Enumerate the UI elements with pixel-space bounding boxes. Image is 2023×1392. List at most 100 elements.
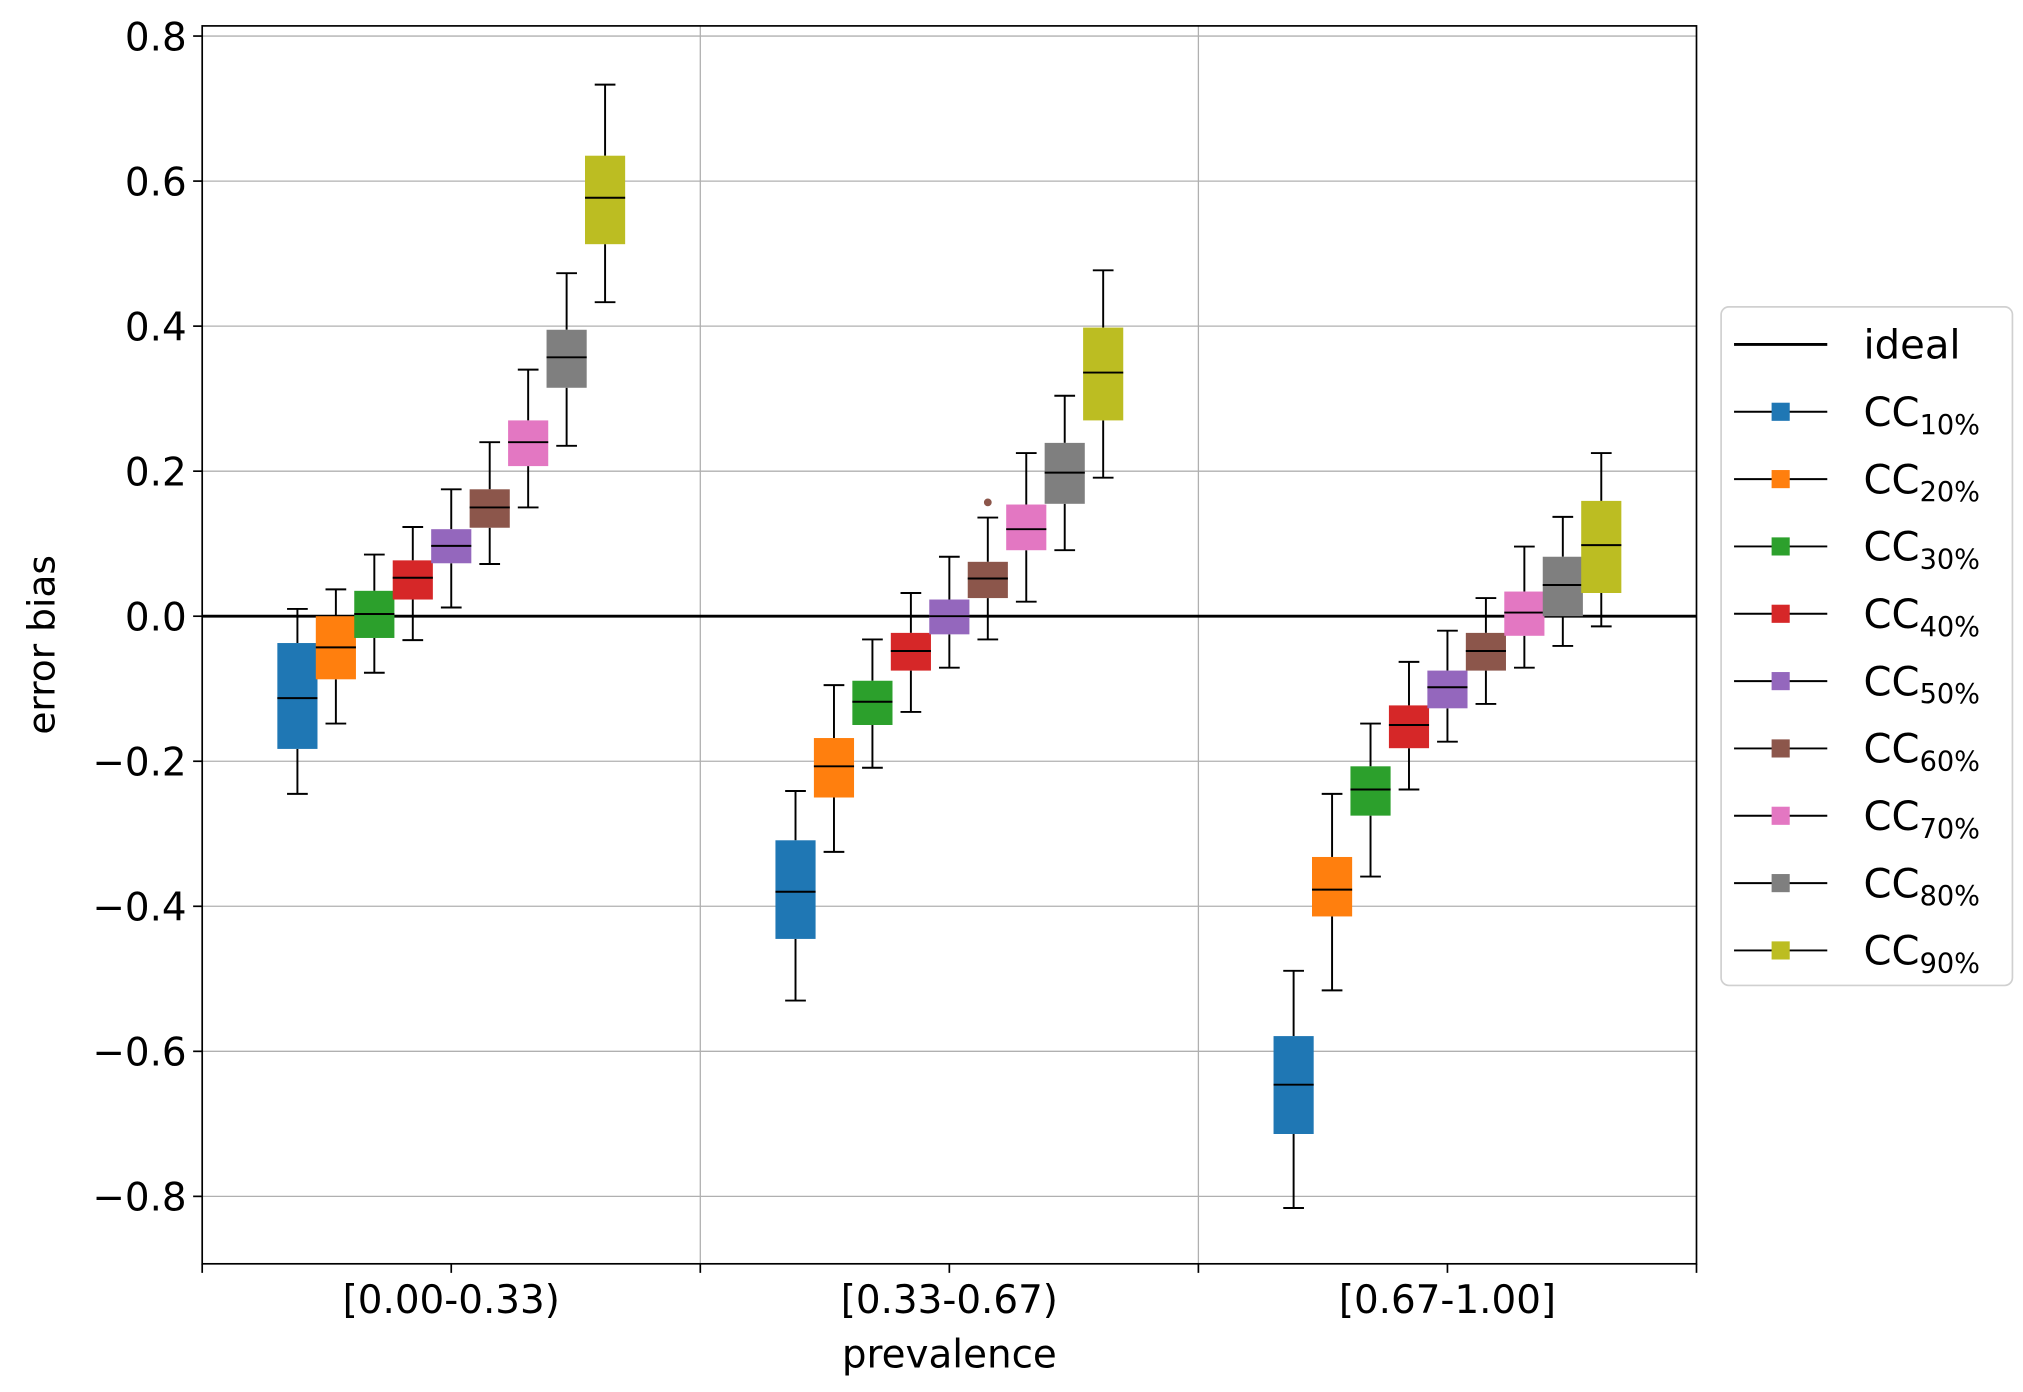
box-body [775,840,816,939]
legend-label-subscript: 50% [1920,679,1980,710]
legend-label-name: CC [1864,727,1920,773]
box-cc70pct [508,368,549,509]
legend-label-subscript: 60% [1920,746,1980,777]
legend-swatch [1771,537,1790,556]
y-tick-label: 0.8 [125,15,187,60]
legend-label: CC30% [1864,525,1980,576]
box-body [1388,705,1430,749]
legend-label-name: CC [1864,861,1920,907]
x-tick-label: [0.00-0.33) [343,1278,560,1323]
box-cc60pct [1465,597,1506,705]
box-body [277,643,318,749]
legend-label-name: CC [1864,794,1920,840]
y-tick-label: −0.6 [92,1031,186,1076]
legend-swatch [1771,672,1790,691]
legend-label-subscript: 30% [1920,544,1980,575]
legend-label: CC90% [1864,929,1980,980]
box-cc50pct [929,555,970,669]
box-body [1311,856,1353,917]
y-tick-label: −0.8 [92,1176,186,1221]
legend-swatch [1771,604,1790,623]
legend-label-subscript: 10% [1920,410,1980,441]
box-body [813,738,855,798]
legend-swatch [1771,739,1790,758]
legend-label-ideal: ideal [1864,323,1961,369]
y-tick-label: 0.0 [125,595,187,640]
legend-swatch [1771,402,1790,421]
box-cc70pct [1006,452,1047,603]
legend-label-subscript: 20% [1920,477,1980,508]
box-cc80pct [1044,394,1085,552]
box-body [1504,591,1545,636]
box-cc10pct [775,790,816,1002]
y-tick-label: −0.2 [92,740,186,785]
legend-label: CC50% [1864,659,1980,710]
legend-swatch [1771,941,1790,960]
box-body [392,560,433,600]
legend-label: CC70% [1864,794,1980,845]
legend-swatch [1771,874,1790,893]
box-cc80pct [546,272,587,447]
box-cc20pct [315,588,356,725]
box-cc80pct [1542,515,1583,647]
box-cc10pct [1273,969,1314,1209]
legend-label: CC10% [1864,390,1980,441]
legend-label-name: CC [1864,390,1920,436]
legend-label: CC80% [1864,861,1980,912]
legend-label: CC20% [1864,457,1980,508]
y-axis: 0.8 0.6 0.4 0.2 0.0 −0.2 −0.4 −0.6 −0.8 [92,15,203,1221]
y-tick-label: 0.2 [125,450,187,495]
box-cc90pct [1581,452,1622,628]
y-axis-label: error bias [20,555,64,735]
box-cc20pct [813,684,855,853]
legend-label-name: CC [1864,659,1920,705]
y-tick-label: 0.6 [125,160,187,205]
box-cc30pct [1350,722,1391,878]
box-cc50pct [431,488,472,609]
box-body [1542,556,1583,617]
legend-label: CC40% [1864,592,1980,643]
legend-label-name: CC [1864,929,1920,975]
box-cc90pct [585,83,626,304]
box-body [546,329,587,388]
box-cc30pct [852,638,893,769]
box-cc40pct [392,526,433,642]
x-axis-label: prevalence [842,1332,1057,1377]
legend-label-subscript: 80% [1920,881,1980,912]
legend-label-subscript: 90% [1920,948,1980,979]
box-body [1083,327,1124,421]
box-body [508,420,549,467]
box-cc30pct [354,553,395,674]
box-cc90pct [1083,269,1124,479]
box-body [852,680,893,725]
boxes [277,83,1622,1209]
box-body [469,489,510,528]
legend-label: CC60% [1864,727,1980,778]
legend-label-name: CC [1864,457,1920,503]
legend-label-name: CC [1864,592,1920,638]
legend-label-name: CC [1864,525,1920,571]
box-cc70pct [1504,545,1545,669]
box-cc50pct [1427,629,1468,743]
outlier-point [983,498,992,507]
box-cc40pct [1388,660,1430,791]
box-body [967,561,1008,599]
box-body [585,155,626,245]
box-cc60pct [469,441,510,565]
box-body [1427,670,1468,709]
x-axis: [0.00-0.33) [0.33-0.67) [0.67-1.00] [201,1263,1698,1323]
box-cc10pct [277,607,318,795]
legend-label-subscript: 70% [1920,814,1980,845]
box-body [1581,500,1622,594]
box-cc40pct [890,592,931,713]
legend-label-subscript: 40% [1920,612,1980,643]
x-tick-label: [0.67-1.00] [1339,1278,1556,1323]
legend-swatch [1771,806,1790,825]
box-body [1350,766,1391,816]
box-cc60pct [967,498,1008,641]
y-tick-label: 0.4 [125,305,187,350]
legend-swatch [1771,470,1790,489]
y-tick-label: −0.4 [92,886,186,931]
box-cc20pct [1311,792,1353,992]
